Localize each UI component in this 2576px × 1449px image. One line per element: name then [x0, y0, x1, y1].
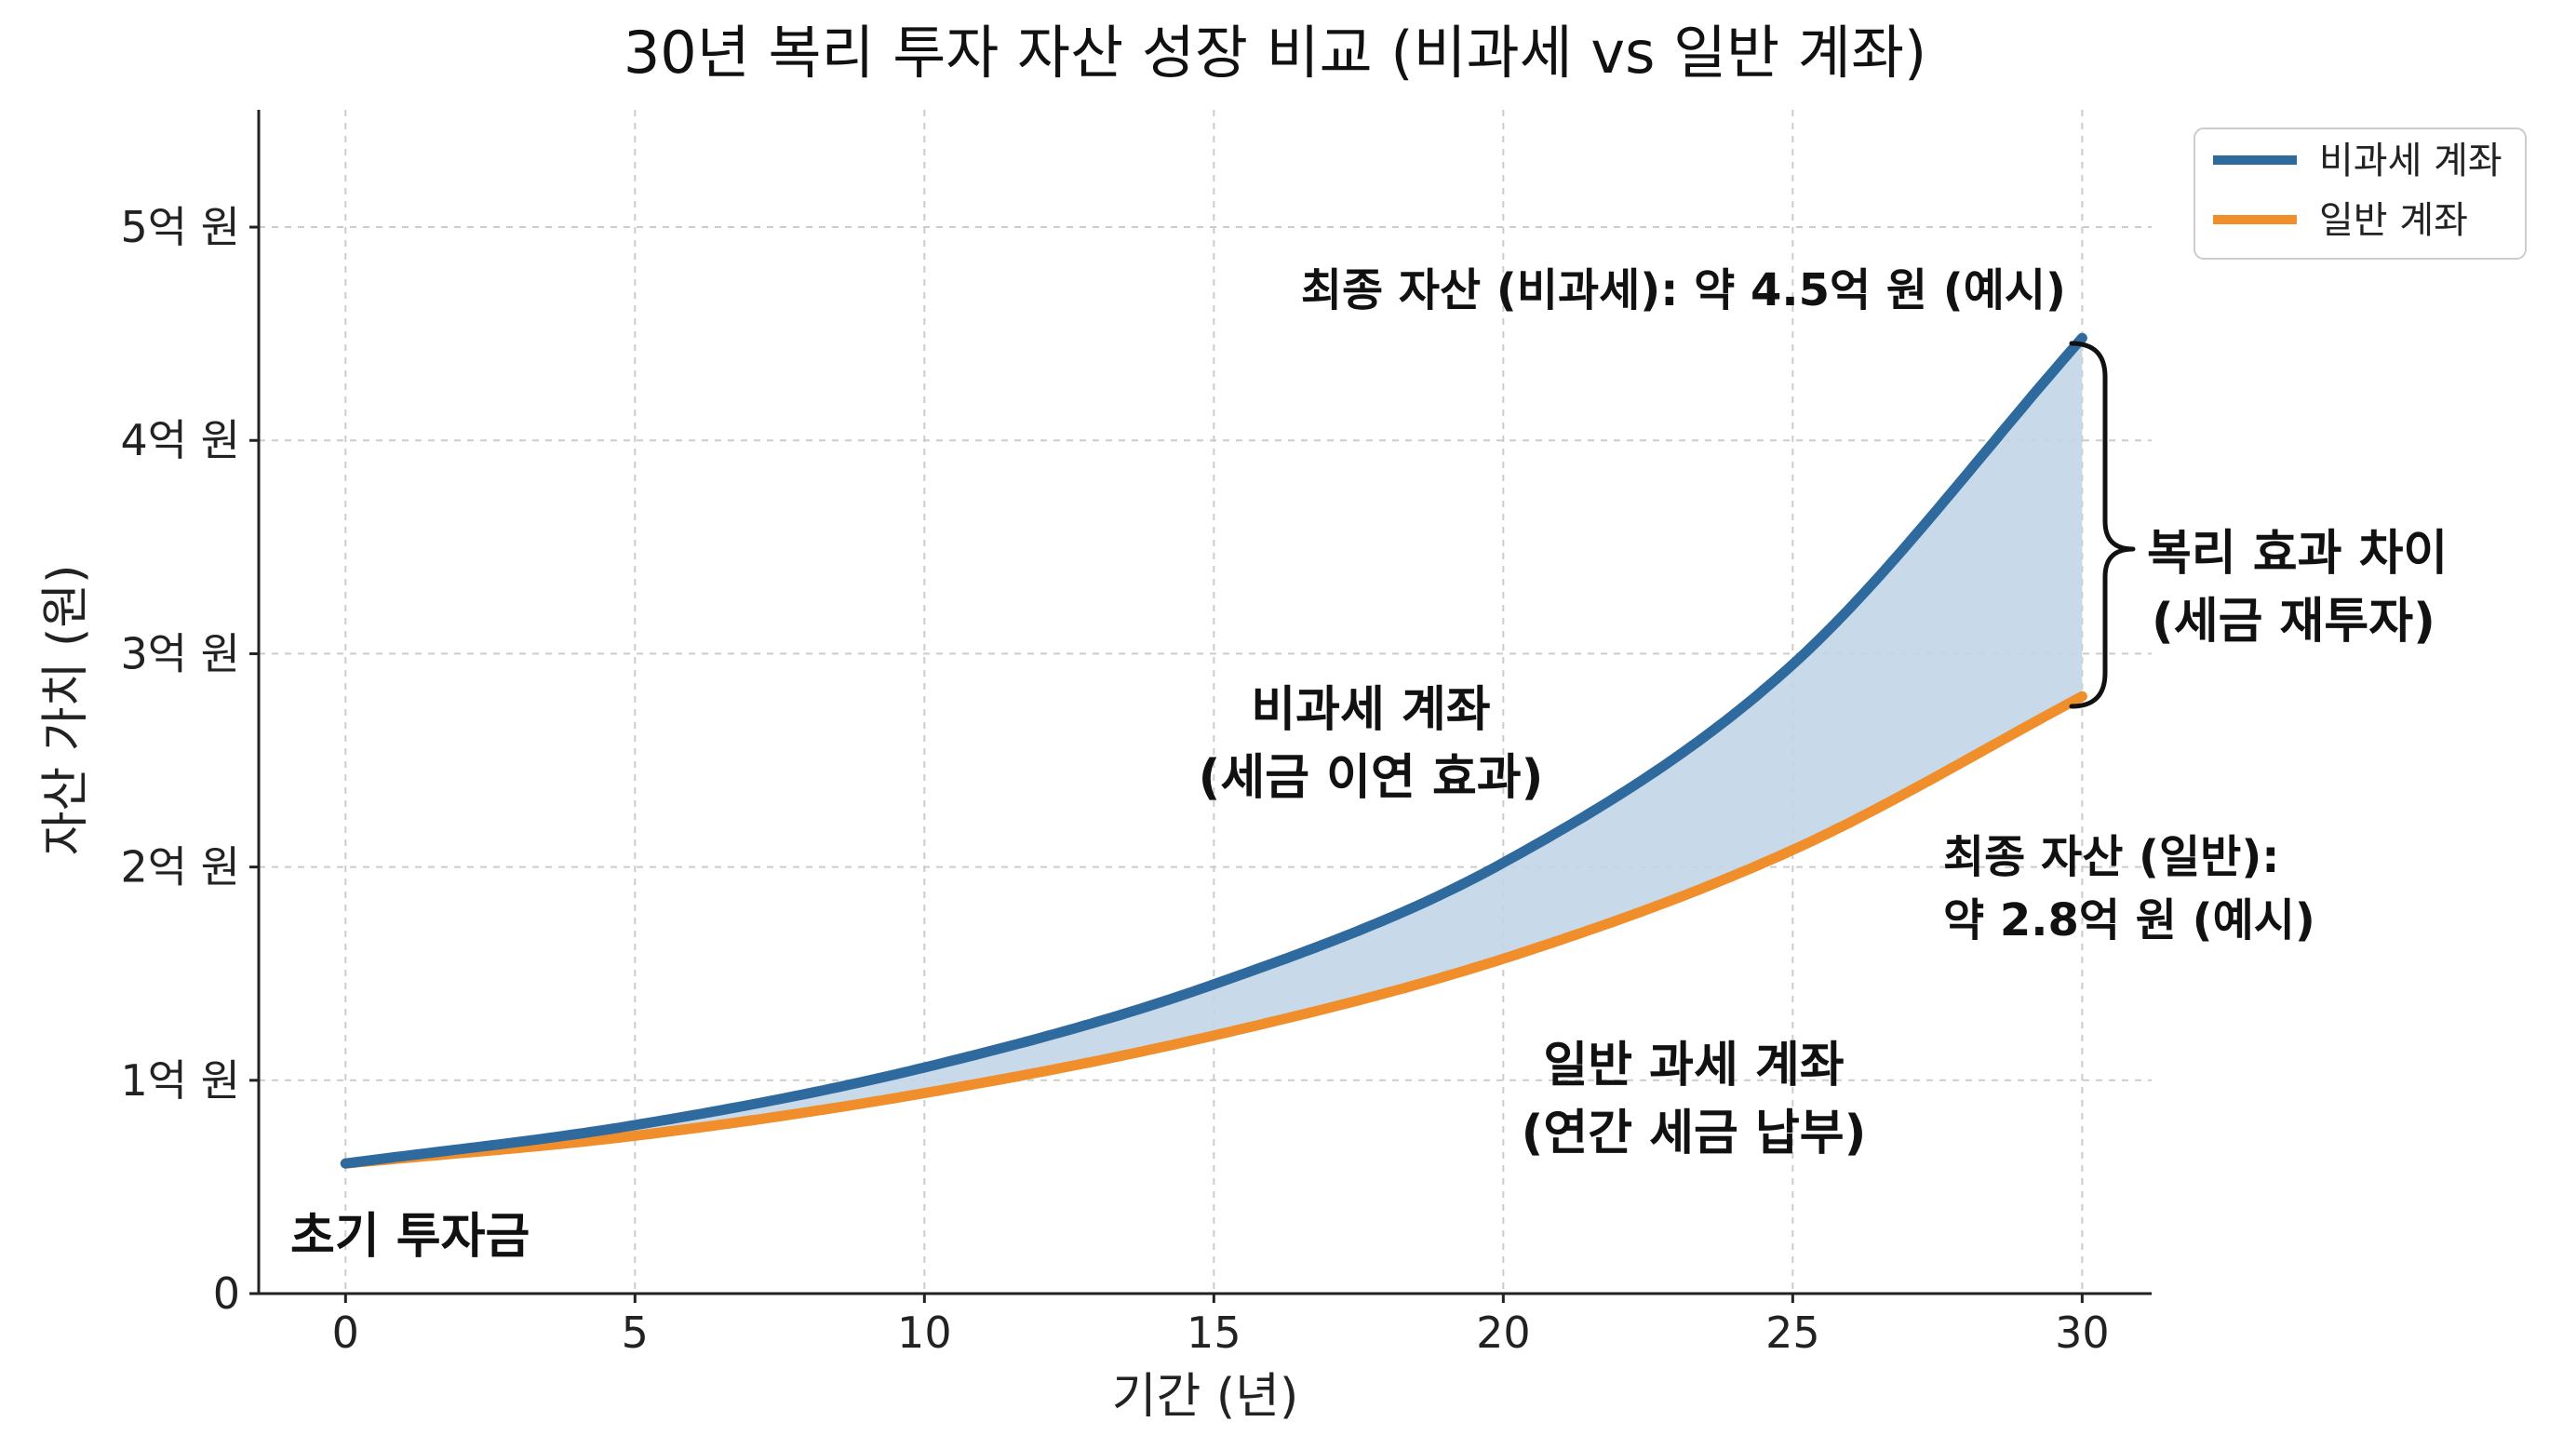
annotation-gap-1: 복리 효과 차이 [2147, 526, 2448, 582]
legend: 비과세 계좌 일반 계좌 [2194, 127, 2527, 260]
legend-label-general: 일반 계좌 [2319, 199, 2468, 242]
y-tick-label: 3억 원 [120, 628, 240, 678]
x-tick-label: 5 [622, 1308, 649, 1358]
y-tick-label: 1억 원 [120, 1055, 240, 1106]
x-tick-label: 15 [1187, 1308, 1241, 1358]
gap-brace [2069, 341, 2136, 709]
annotation-tax-free-2: (세금 이연 효과) [1199, 750, 1544, 806]
x-ticks: 0 5 10 15 20 25 30 [332, 1294, 2110, 1358]
y-tick-label: 0 [213, 1268, 240, 1319]
annotation-general-1: 일반 과세 계좌 [1543, 1038, 1844, 1093]
annotation-general-2: (연간 세금 납부) [1522, 1106, 1867, 1161]
x-tick-label: 0 [332, 1308, 359, 1358]
y-tick-label: 4억 원 [120, 415, 240, 465]
x-tick-label: 10 [897, 1308, 952, 1358]
fill-area [345, 338, 2083, 1164]
annotation-tax-free-1: 비과세 계좌 [1251, 682, 1490, 738]
fill-between-area [345, 338, 2083, 1164]
y-tick-label: 5억 원 [120, 202, 240, 252]
annotation-initial: 초기 투자금 [290, 1209, 530, 1265]
y-axis-label: 자산 가치 (원) [38, 565, 94, 856]
x-tick-label: 20 [1476, 1308, 1531, 1358]
chart-title: 30년 복리 투자 자산 성장 비교 (비과세 vs 일반 계좌) [624, 19, 1926, 87]
series-lines [340, 332, 2087, 1169]
y-tick-label: 2억 원 [120, 842, 240, 892]
x-axis-label: 기간 (년) [1112, 1369, 1299, 1425]
series-line-tax-free [340, 332, 2087, 1169]
y-ticks: 0 1억 원 2억 원 3억 원 4억 원 5억 원 [120, 202, 259, 1319]
legend-label-tax-free: 비과세 계좌 [2319, 140, 2502, 182]
series-line-general [340, 691, 2087, 1169]
annotation-final-tax-free: 최종 자산 (비과세): 약 4.5억 원 (예시) [1301, 264, 2066, 316]
x-tick-label: 25 [1765, 1308, 1820, 1358]
annotation-final-general-1: 최종 자산 (일반): [1943, 831, 2279, 883]
x-tick-label: 30 [2055, 1308, 2110, 1358]
annotation-gap-2: (세금 재투자) [2152, 594, 2435, 650]
annotation-final-general-2: 약 2.8억 원 (예시) [1943, 894, 2315, 946]
